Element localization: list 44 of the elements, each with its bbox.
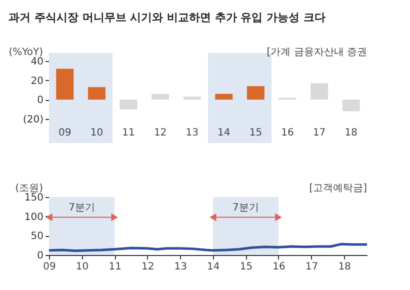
y-tick-label: 50 bbox=[30, 231, 44, 242]
x-tick-label: 17 bbox=[305, 262, 318, 272]
x-tick-label: 17 bbox=[312, 128, 326, 138]
y-tick-label: 0 bbox=[37, 250, 44, 262]
y-axis-title: (조원) bbox=[15, 183, 44, 194]
x-tick-label: 15 bbox=[249, 128, 262, 138]
bar bbox=[120, 100, 138, 110]
x-tick-label: 13 bbox=[186, 128, 198, 138]
chart-title: 과거 주식시장 머니무브 시기와 비교하면 추가 유입 가능성 크다 bbox=[8, 11, 326, 24]
x-tick-label: 18 bbox=[344, 128, 358, 138]
x-tick-label: 10 bbox=[76, 262, 89, 272]
bar bbox=[56, 68, 74, 100]
line-series bbox=[48, 242, 368, 252]
y-tick-label: 100 bbox=[24, 212, 44, 223]
x-tick-label: 11 bbox=[108, 262, 122, 272]
bar bbox=[246, 86, 264, 100]
x-tick-label: 12 bbox=[154, 128, 167, 138]
y-tick-label: 20 bbox=[30, 76, 44, 87]
x-tick-label: 16 bbox=[272, 262, 286, 272]
y-axis-title: (%YoY) bbox=[8, 47, 44, 58]
band-label: 7분기 bbox=[68, 202, 95, 214]
x-tick-label: 09 bbox=[43, 262, 56, 272]
band-label: 7분기 bbox=[232, 202, 259, 214]
bar bbox=[215, 94, 233, 100]
bar bbox=[152, 94, 170, 100]
x-tick-label: 16 bbox=[281, 128, 294, 138]
bar bbox=[342, 100, 360, 112]
text: [고객예탁금] bbox=[309, 183, 368, 194]
x-tick-label: 13 bbox=[174, 262, 187, 272]
x-tick-label: 18 bbox=[338, 262, 351, 272]
y-tick-label: (20) bbox=[22, 114, 44, 126]
x-tick-label: 11 bbox=[122, 128, 135, 138]
bar bbox=[310, 83, 328, 100]
y-tick-label: 0 bbox=[37, 95, 44, 106]
y-tick-label: 40 bbox=[30, 56, 44, 68]
x-tick-label: 09 bbox=[58, 128, 72, 138]
x-tick-label: 14 bbox=[218, 128, 230, 138]
y-tick-label: 150 bbox=[24, 192, 44, 204]
x-tick-label: 10 bbox=[90, 128, 104, 138]
bar bbox=[88, 87, 106, 100]
text: [가계 금융자산내 증권 bbox=[266, 47, 367, 58]
x-tick-label: 14 bbox=[207, 262, 220, 272]
x-tick-label: 12 bbox=[141, 262, 154, 272]
x-tick-label: 15 bbox=[240, 262, 253, 272]
